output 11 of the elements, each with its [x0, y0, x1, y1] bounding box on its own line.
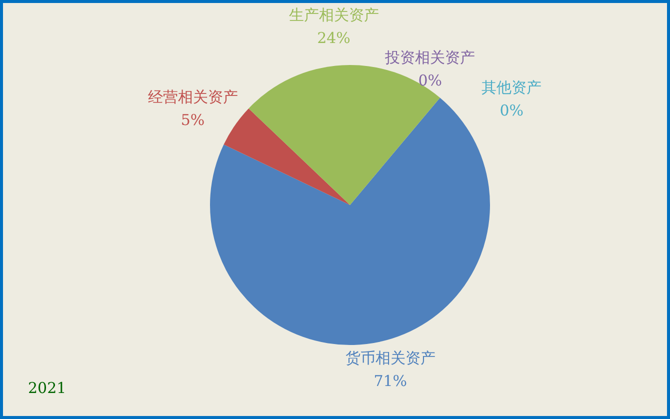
slice-label: 货币相关资产	[345, 349, 436, 368]
data-label: 71%	[374, 372, 408, 390]
text: 2021	[28, 379, 66, 397]
text: 0%	[418, 72, 442, 90]
slice-label: 经营相关资产	[148, 88, 238, 106]
slice-label: 生产相关资产	[288, 6, 379, 24]
text: 0%	[500, 102, 524, 120]
data-label: 5%	[180, 111, 205, 130]
data-label: 24%	[317, 29, 350, 47]
category-label: 其他资产	[482, 78, 542, 97]
category-label: 投资相关资产	[385, 48, 476, 67]
